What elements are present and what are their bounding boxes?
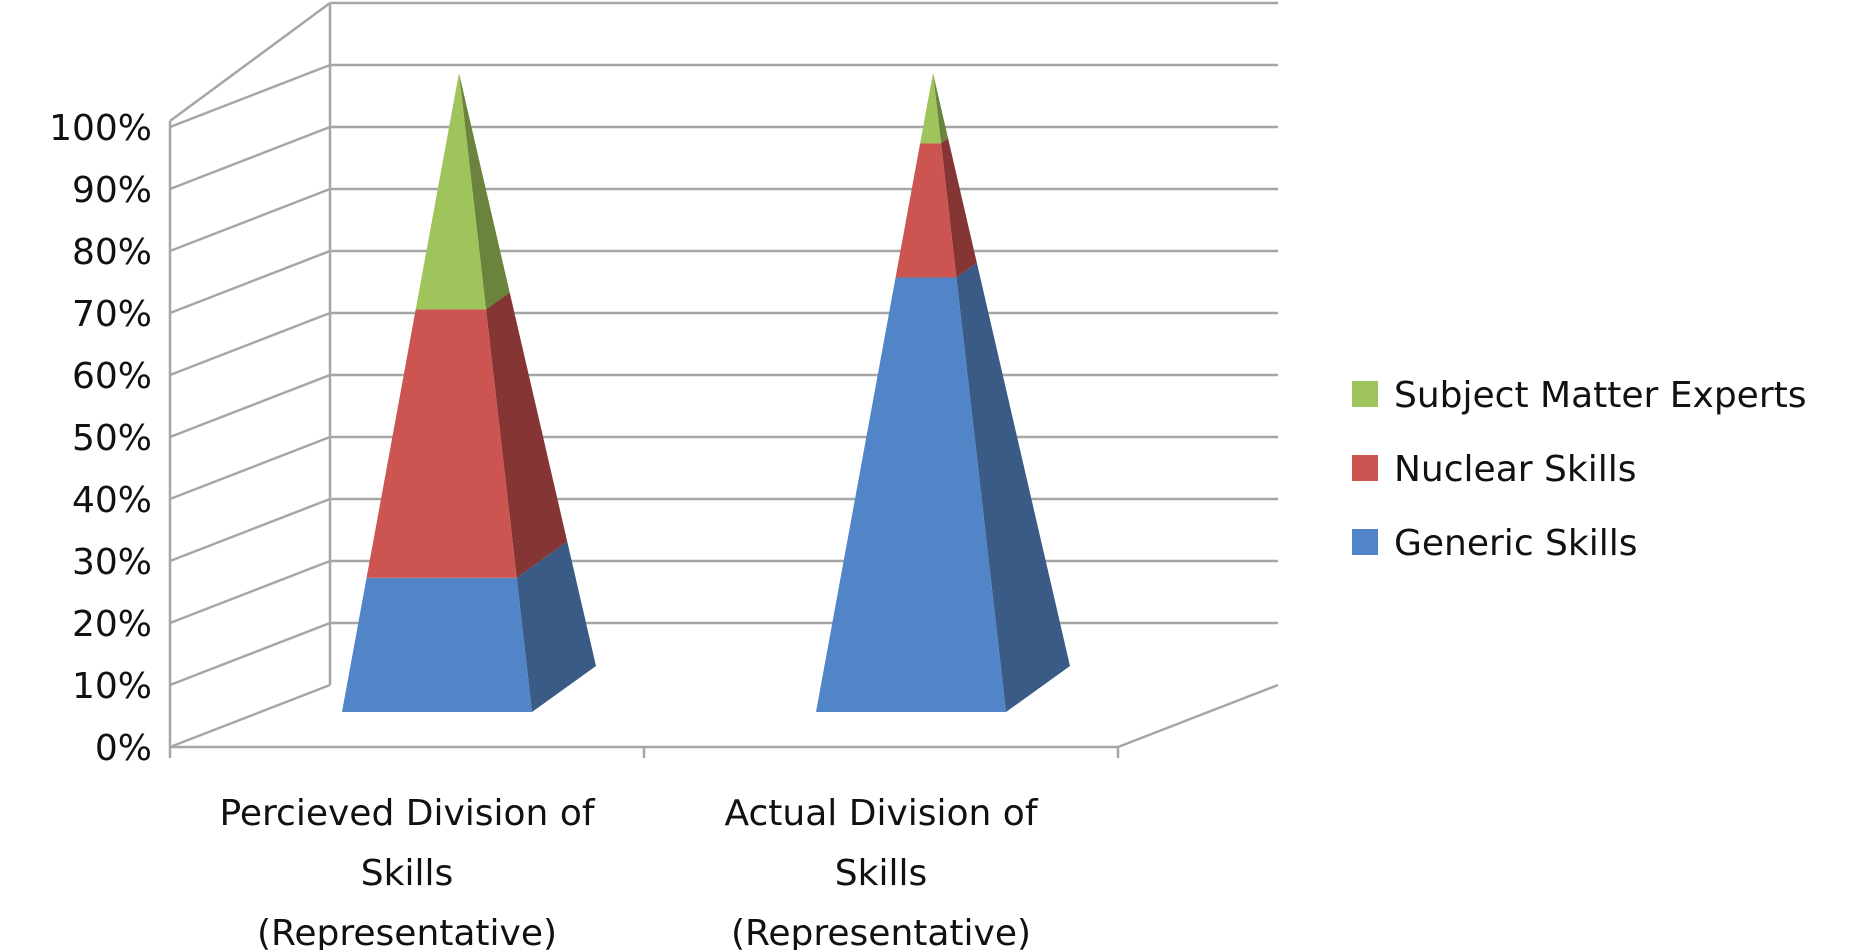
legend: Subject Matter Experts Nuclear Skills Gene…	[1352, 375, 1807, 564]
gridlines	[169, 1, 1278, 749]
legend-item-subject-matter-experts: Subject Matter Experts	[1352, 375, 1807, 416]
y-tick-label: 20%	[72, 604, 152, 645]
gridline-side	[169, 559, 331, 625]
floor-right-edge	[1117, 683, 1279, 749]
legend-item-generic-skills: Generic Skills	[1352, 523, 1638, 564]
x-axis-labels: Percieved Division of Skills (Representati…	[219, 793, 1038, 950]
y-tick-label: 10%	[72, 666, 152, 707]
y-tick-label: 0%	[95, 728, 152, 769]
y-tick-label: 100%	[49, 108, 152, 149]
pyramid-side-nuclear-skills	[486, 292, 568, 578]
gridline-side	[169, 249, 331, 315]
y-tick-label: 90%	[72, 170, 152, 211]
pyramid-2	[816, 73, 1070, 712]
legend-item-nuclear-skills: Nuclear Skills	[1352, 449, 1636, 490]
y-axis-ticks: 0% 10% 20% 30% 40% 50% 60% 70% 80% 90% 100%	[49, 108, 152, 769]
pyramid-side-nuclear-skills	[941, 138, 977, 278]
legend-label: Subject Matter Experts	[1394, 375, 1807, 416]
pyramid-side-generic-skills	[516, 541, 596, 712]
x-category-label: Percieved Division of Skills (Representati…	[219, 793, 595, 950]
gridline-side	[169, 373, 331, 439]
pyramid-segment-generic-skills	[816, 277, 1006, 712]
pyramid-segment-subject-matter-experts	[415, 73, 487, 310]
axes	[168, 121, 1279, 758]
pyramid-1	[342, 73, 596, 712]
gridline-side-top	[169, 1, 331, 123]
pyramid-segment-generic-skills	[342, 577, 532, 712]
pyramid-side-generic-skills	[956, 262, 1070, 712]
pyramid-side-subject-matter-experts	[459, 73, 510, 310]
pyramid-segment-subject-matter-experts	[920, 73, 942, 144]
gridline-side	[169, 435, 331, 501]
y-tick-label: 60%	[72, 356, 152, 397]
gridline-side	[169, 311, 331, 377]
pyramid-side-subject-matter-experts	[933, 73, 949, 144]
gridline-side	[169, 683, 331, 749]
y-tick-label: 40%	[72, 480, 152, 521]
gridline-side	[169, 125, 331, 191]
y-tick-label: 50%	[72, 418, 152, 459]
pyramids	[342, 73, 1070, 712]
pyramid-segment-nuclear-skills	[895, 143, 957, 278]
gridline-side	[169, 621, 331, 687]
y-tick-label: 70%	[72, 294, 152, 335]
legend-label: Generic Skills	[1394, 523, 1638, 564]
legend-swatch	[1352, 455, 1378, 481]
x-category-label: Actual Division of Skills (Representative)	[725, 793, 1039, 950]
legend-swatch	[1352, 529, 1378, 555]
gridline-side	[169, 187, 331, 253]
legend-label: Nuclear Skills	[1394, 449, 1636, 490]
pyramid-segment-nuclear-skills	[366, 309, 517, 578]
y-tick-label: 80%	[72, 232, 152, 273]
gridline-side	[169, 63, 331, 129]
gridline-side	[169, 497, 331, 563]
y-tick-label: 30%	[72, 542, 152, 583]
legend-swatch	[1352, 381, 1378, 407]
